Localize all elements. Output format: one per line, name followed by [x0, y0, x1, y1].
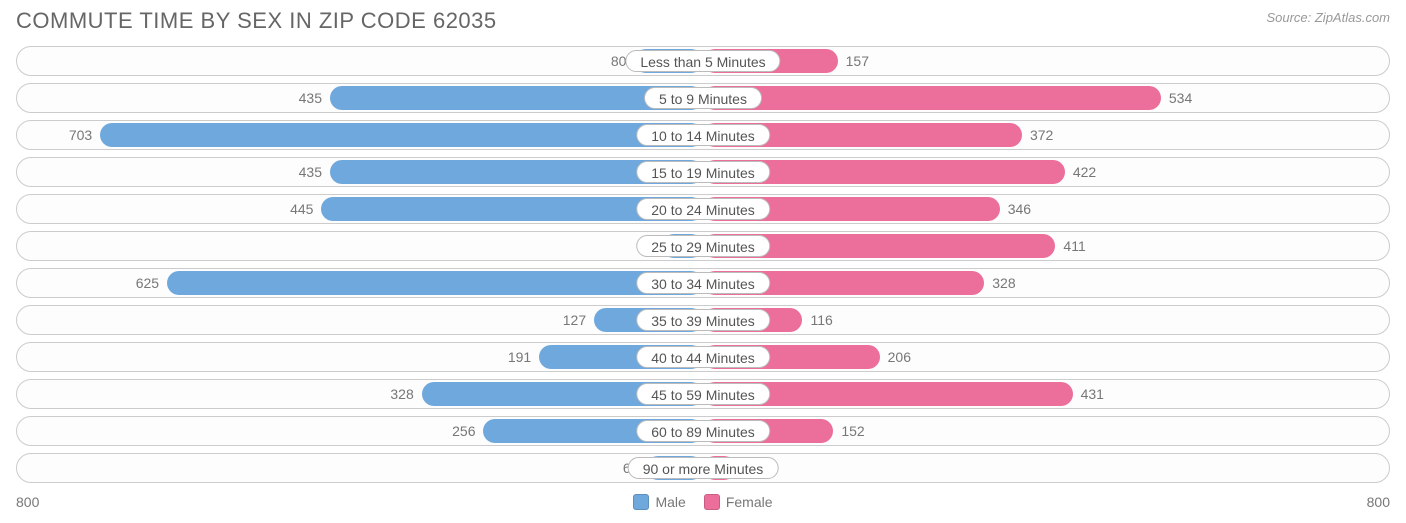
- chart-title: COMMUTE TIME BY SEX IN ZIP CODE 62035: [16, 8, 497, 34]
- category-label: 40 to 44 Minutes: [636, 346, 770, 368]
- female-bar: [703, 86, 1161, 110]
- female-half: 534: [703, 84, 1389, 112]
- male-half: 256: [17, 417, 703, 445]
- female-value: 411: [1063, 232, 1085, 260]
- female-half: 157: [703, 47, 1389, 75]
- legend: Male Female: [633, 494, 772, 510]
- male-value: 625: [136, 269, 159, 297]
- female-value: 328: [992, 269, 1015, 297]
- category-label: 25 to 29 Minutes: [636, 235, 770, 257]
- female-value: 534: [1169, 84, 1192, 112]
- male-half: 191: [17, 343, 703, 371]
- female-half: 422: [703, 158, 1389, 186]
- chart-header: COMMUTE TIME BY SEX IN ZIP CODE 62035 So…: [0, 0, 1406, 46]
- category-label: 15 to 19 Minutes: [636, 161, 770, 183]
- male-half: 435: [17, 84, 703, 112]
- male-value: 328: [390, 380, 413, 408]
- female-half: 431: [703, 380, 1389, 408]
- male-value: 703: [69, 121, 92, 149]
- male-half: 445: [17, 195, 703, 223]
- male-half: 66: [17, 454, 703, 482]
- female-half: 206: [703, 343, 1389, 371]
- bar-row: 48 411 25 to 29 Minutes: [16, 231, 1390, 261]
- female-half: 152: [703, 417, 1389, 445]
- female-half: 39: [703, 454, 1389, 482]
- legend-item-male: Male: [633, 494, 685, 510]
- female-half: 116: [703, 306, 1389, 334]
- male-value: 435: [299, 84, 322, 112]
- male-bar: [167, 271, 703, 295]
- male-bar: [100, 123, 703, 147]
- diverging-bar-chart: 80 157 Less than 5 Minutes 435 534 5 to 9 Min…: [0, 46, 1406, 483]
- male-value: 191: [508, 343, 531, 371]
- bar-row: 435 422 15 to 19 Minutes: [16, 157, 1390, 187]
- bar-row: 445 346 20 to 24 Minutes: [16, 194, 1390, 224]
- female-value: 431: [1081, 380, 1104, 408]
- bar-row: 256 152 60 to 89 Minutes: [16, 416, 1390, 446]
- female-value: 116: [810, 306, 832, 334]
- chart-footer: 800 Male Female 800: [0, 490, 1406, 510]
- bar-row: 328 431 45 to 59 Minutes: [16, 379, 1390, 409]
- bar-row: 80 157 Less than 5 Minutes: [16, 46, 1390, 76]
- male-value: 445: [290, 195, 313, 223]
- female-half: 328: [703, 269, 1389, 297]
- female-half: 372: [703, 121, 1389, 149]
- female-swatch-icon: [704, 494, 720, 510]
- legend-item-female: Female: [704, 494, 773, 510]
- male-half: 328: [17, 380, 703, 408]
- category-label: 5 to 9 Minutes: [644, 87, 762, 109]
- category-label: 30 to 34 Minutes: [636, 272, 770, 294]
- female-value: 206: [888, 343, 911, 371]
- female-value: 422: [1073, 158, 1096, 186]
- female-value: 346: [1008, 195, 1031, 223]
- female-half: 411: [703, 232, 1389, 260]
- male-half: 625: [17, 269, 703, 297]
- bar-row: 703 372 10 to 14 Minutes: [16, 120, 1390, 150]
- chart-source: Source: ZipAtlas.com: [1266, 8, 1390, 25]
- bar-row: 127 116 35 to 39 Minutes: [16, 305, 1390, 335]
- bar-row: 663990 or more Minutes: [16, 453, 1390, 483]
- female-half: 346: [703, 195, 1389, 223]
- category-label: Less than 5 Minutes: [625, 50, 780, 72]
- female-value: 157: [846, 47, 869, 75]
- female-value: 372: [1030, 121, 1053, 149]
- axis-left-max: 800: [16, 494, 39, 510]
- bar-row: 435 534 5 to 9 Minutes: [16, 83, 1390, 113]
- axis-right-max: 800: [1367, 494, 1390, 510]
- category-label: 60 to 89 Minutes: [636, 420, 770, 442]
- category-label: 90 or more Minutes: [628, 457, 779, 479]
- male-value: 127: [563, 306, 586, 334]
- bar-row: 191 206 40 to 44 Minutes: [16, 342, 1390, 372]
- male-half: 127: [17, 306, 703, 334]
- male-half: 48: [17, 232, 703, 260]
- female-value: 152: [841, 417, 864, 445]
- male-half: 435: [17, 158, 703, 186]
- legend-female-label: Female: [726, 494, 773, 510]
- category-label: 20 to 24 Minutes: [636, 198, 770, 220]
- category-label: 10 to 14 Minutes: [636, 124, 770, 146]
- category-label: 45 to 59 Minutes: [636, 383, 770, 405]
- legend-male-label: Male: [655, 494, 685, 510]
- male-half: 703: [17, 121, 703, 149]
- male-value: 256: [452, 417, 475, 445]
- male-value: 80: [611, 47, 627, 75]
- bar-row: 625 328 30 to 34 Minutes: [16, 268, 1390, 298]
- category-label: 35 to 39 Minutes: [636, 309, 770, 331]
- male-swatch-icon: [633, 494, 649, 510]
- male-value: 435: [299, 158, 322, 186]
- male-half: 80: [17, 47, 703, 75]
